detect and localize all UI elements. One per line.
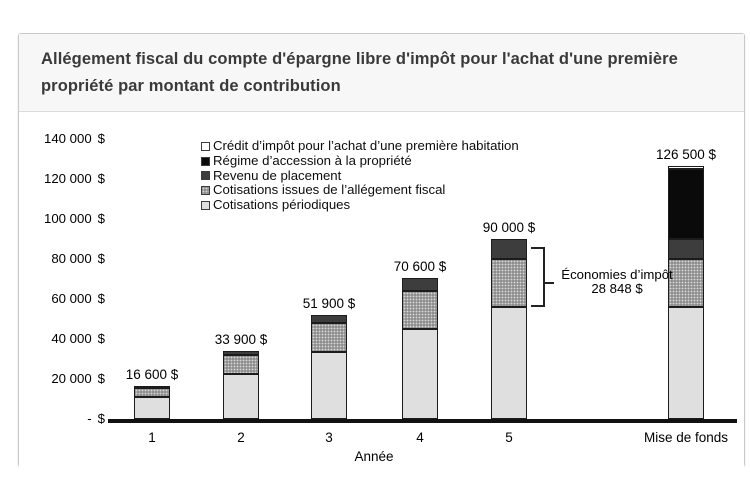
bar-segment-3-2 (311, 323, 347, 352)
y-tick-value: 60 000 (51, 291, 92, 306)
legend-label: Revenu de placement (213, 167, 342, 183)
y-tick-currency: $ (97, 331, 105, 346)
bar-segment-6-4 (668, 169, 704, 239)
y-tick-label: - $ (19, 411, 105, 427)
x-tick-label: 1 (148, 430, 156, 445)
bar-segment-5-3 (491, 239, 527, 259)
bar-total-label: 33 900 $ (214, 332, 268, 348)
y-tick-value: 40 000 (51, 331, 92, 346)
y-tick-label: 20 000 $ (19, 371, 105, 387)
y-tick-value: 120 000 (43, 171, 92, 186)
y-tick-label: 120 000 $ (19, 171, 105, 187)
annotation-label: Économies d’impôt 28 848 $ (553, 268, 681, 296)
bar-segment-5-1 (491, 307, 527, 419)
bar-segment-5-2 (491, 259, 527, 307)
chart-legend: Crédit d’impôt pour l’achat d’une premiè… (201, 139, 519, 212)
x-axis-title: Année (354, 449, 394, 464)
y-tick-label: 80 000 $ (19, 251, 105, 267)
x-tick-label: Mise de fonds (643, 430, 729, 445)
y-tick-currency: $ (97, 251, 105, 266)
y-tick-value: 140 000 (43, 131, 92, 146)
y-tick-value: 80 000 (51, 251, 92, 266)
legend-item: Cotisations issues de l’allégement fisca… (201, 183, 519, 198)
legend-item: Régime d’accession à la propriété (201, 154, 519, 169)
legend-label: Régime d’accession à la propriété (213, 153, 412, 169)
y-tick-value: 100 000 (43, 211, 92, 226)
bar-total-label: 70 600 $ (393, 258, 447, 274)
bar-segment-2-3 (223, 351, 259, 355)
chart-title-line-2: propriété par montant de contribution (41, 77, 341, 95)
bar-total-label: 90 000 $ (482, 220, 536, 235)
bar-segment-3-3 (311, 315, 347, 323)
y-tick-label: 40 000 $ (19, 331, 105, 347)
annotation-bracket-mid-tick (545, 282, 554, 284)
annotation-line-1: Économies d’impôt (561, 267, 673, 282)
y-tick-label: 60 000 $ (19, 291, 105, 307)
legend-label: Cotisations issues de l’allégement fisca… (213, 182, 446, 198)
bar-total-label: 51 900 $ (302, 296, 356, 312)
bar-segment-2-2 (223, 355, 259, 375)
y-tick-currency: $ (97, 171, 105, 186)
bar-segment-2-1 (223, 374, 259, 419)
y-tick-currency: $ (97, 411, 105, 426)
bar-segment-4-3 (402, 277, 438, 291)
bar-segment-4-2 (402, 291, 438, 330)
legend-item: Revenu de placement (201, 168, 519, 183)
annotation-line-2: 28 848 $ (591, 281, 643, 296)
bar-total-label: 16 600 $ (125, 366, 179, 382)
bar-segment-6-2 (668, 259, 704, 307)
bar-segment-1-1 (134, 396, 170, 419)
bar-segment-3-1 (311, 351, 347, 419)
x-tick-label: 5 (505, 430, 513, 445)
y-tick-currency: $ (97, 131, 105, 146)
x-tick-label: 2 (237, 430, 245, 445)
chart-title: Allégement fiscal du compte d'épargne li… (19, 34, 744, 112)
x-tick-label: 3 (325, 430, 333, 445)
plot-area: - $20 000 $40 000 $60 000 $80 000 $100 000 $12… (19, 112, 744, 481)
chart-title-line-1: Allégement fiscal du compte d'épargne li… (41, 50, 678, 68)
legend-label: Cotisations périodiques (213, 197, 351, 213)
y-tick-currency: $ (97, 291, 105, 306)
y-tick-value: 20 000 (51, 371, 92, 386)
legend-label: Crédit d’impôt pour l’achat d’une premiè… (213, 138, 519, 154)
x-tick-label: 4 (416, 430, 424, 445)
legend-swatch-icon (201, 171, 210, 181)
annotation-bracket-top-tick (531, 247, 545, 249)
x-axis-line (108, 419, 737, 423)
bar-segment-4-1 (402, 329, 438, 419)
chart-panel: Allégement fiscal du compte d'épargne li… (18, 33, 745, 481)
y-tick-label: 100 000 $ (19, 211, 105, 227)
bar-segment-6-1 (668, 307, 704, 419)
y-tick-value: - (87, 411, 92, 426)
bar-segment-1-2 (134, 387, 170, 397)
bar-segment-1-3 (134, 385, 170, 388)
legend-swatch-icon (201, 185, 210, 195)
bar-segment-6-3 (668, 239, 704, 259)
bar-segment-6-5 (668, 166, 704, 169)
y-tick-currency: $ (97, 211, 105, 226)
legend-swatch-icon (201, 141, 210, 151)
legend-swatch-icon (201, 200, 210, 210)
y-tick-label: 140 000 $ (19, 131, 105, 147)
annotation-bracket-bottom-tick (531, 305, 545, 307)
legend-item: Crédit d’impôt pour l’achat d’une premiè… (201, 139, 519, 154)
legend-item: Cotisations périodiques (201, 198, 519, 213)
annotation-bracket-vertical (543, 247, 545, 307)
y-tick-currency: $ (97, 371, 105, 386)
legend-swatch-icon (201, 156, 210, 166)
bar-total-label: 126 500 $ (655, 147, 717, 162)
